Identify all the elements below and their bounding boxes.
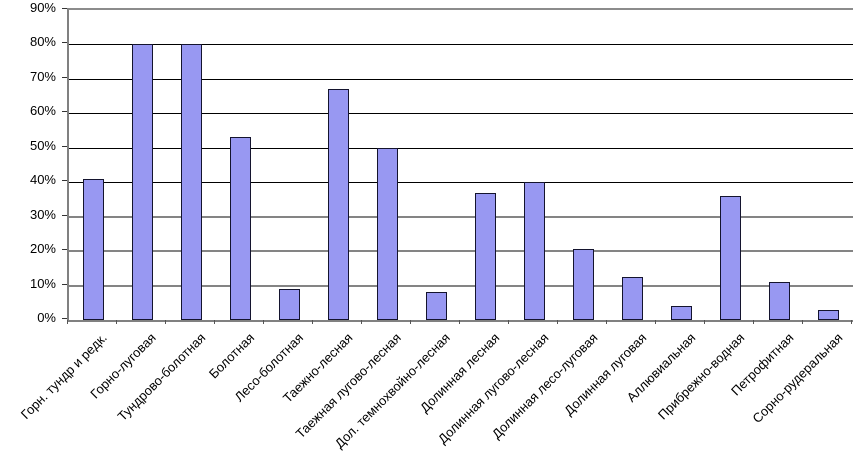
x-axis-tick bbox=[165, 320, 166, 324]
bar-13 bbox=[671, 306, 692, 320]
gridline-60 bbox=[69, 113, 853, 115]
bar-1 bbox=[83, 178, 104, 320]
x-axis-tick bbox=[116, 320, 117, 324]
x-axis-tick bbox=[67, 320, 68, 324]
y-axis-tick bbox=[62, 180, 67, 182]
y-axis-tick bbox=[62, 76, 67, 78]
y-axis-label: 60% bbox=[29, 103, 56, 119]
bar-3 bbox=[181, 44, 202, 320]
bar-7 bbox=[377, 147, 398, 320]
gridline-50 bbox=[69, 147, 853, 149]
bar-11 bbox=[573, 249, 594, 320]
x-axis-tick bbox=[263, 320, 264, 324]
x-axis-tick bbox=[410, 320, 411, 324]
bar-16 bbox=[818, 309, 839, 320]
x-axis-tick bbox=[606, 320, 607, 324]
x-axis-tick bbox=[459, 320, 460, 324]
x-axis-tick bbox=[214, 320, 215, 324]
x-axis-tick bbox=[312, 320, 313, 324]
bar-15 bbox=[769, 282, 790, 320]
bar-4 bbox=[230, 137, 251, 320]
y-axis-tick bbox=[62, 8, 67, 9]
y-axis-label: 70% bbox=[29, 68, 56, 84]
y-axis-label: 80% bbox=[29, 34, 56, 50]
gridline-30 bbox=[69, 215, 853, 218]
gridline-20 bbox=[69, 250, 853, 253]
y-axis-tick bbox=[62, 145, 67, 147]
x-axis-tick bbox=[851, 320, 852, 324]
x-axis-label: Сорно-рудеральная bbox=[749, 330, 846, 427]
x-axis-tick bbox=[753, 320, 754, 324]
y-axis-tick bbox=[62, 318, 67, 319]
y-axis-tick bbox=[62, 214, 67, 216]
x-axis-tick bbox=[802, 320, 803, 324]
x-axis-tick bbox=[557, 320, 558, 324]
x-axis-label: Болотная bbox=[205, 330, 258, 382]
gridline-10 bbox=[69, 284, 853, 287]
y-axis-tick bbox=[62, 283, 67, 285]
bar-5 bbox=[279, 289, 300, 320]
bar-9 bbox=[475, 192, 496, 320]
bar-6 bbox=[328, 89, 349, 320]
y-axis-label: 90% bbox=[29, 0, 56, 15]
y-axis-label: 10% bbox=[29, 275, 56, 291]
y-axis-label: 30% bbox=[29, 206, 56, 222]
y-axis-label: 20% bbox=[29, 241, 56, 257]
x-axis-label: Долинная луговая bbox=[560, 330, 650, 419]
bar-12 bbox=[622, 276, 643, 320]
x-axis-label: Прибрежно-водная bbox=[654, 330, 748, 423]
y-axis-tick bbox=[62, 42, 67, 44]
gridline-80 bbox=[69, 44, 853, 46]
gridline-70 bbox=[69, 78, 853, 80]
y-axis-label: 40% bbox=[29, 172, 56, 188]
x-axis-label: Тундрово-болотная bbox=[114, 330, 209, 424]
x-axis-tick bbox=[655, 320, 656, 324]
x-axis-label: Горн. тундр и редк. bbox=[18, 330, 111, 423]
x-axis-tick bbox=[508, 320, 509, 324]
plot-area bbox=[67, 8, 853, 322]
bar-14 bbox=[720, 196, 741, 320]
x-axis-tick bbox=[361, 320, 362, 324]
bar-2 bbox=[132, 44, 153, 320]
y-axis-tick bbox=[62, 249, 67, 251]
bar-10 bbox=[524, 182, 545, 320]
y-axis-label: 0% bbox=[37, 310, 56, 325]
y-axis-label: 50% bbox=[29, 137, 56, 153]
bar-8 bbox=[426, 292, 447, 320]
gridline-40 bbox=[69, 182, 853, 184]
y-axis-tick bbox=[62, 111, 67, 113]
x-axis-tick bbox=[704, 320, 705, 324]
